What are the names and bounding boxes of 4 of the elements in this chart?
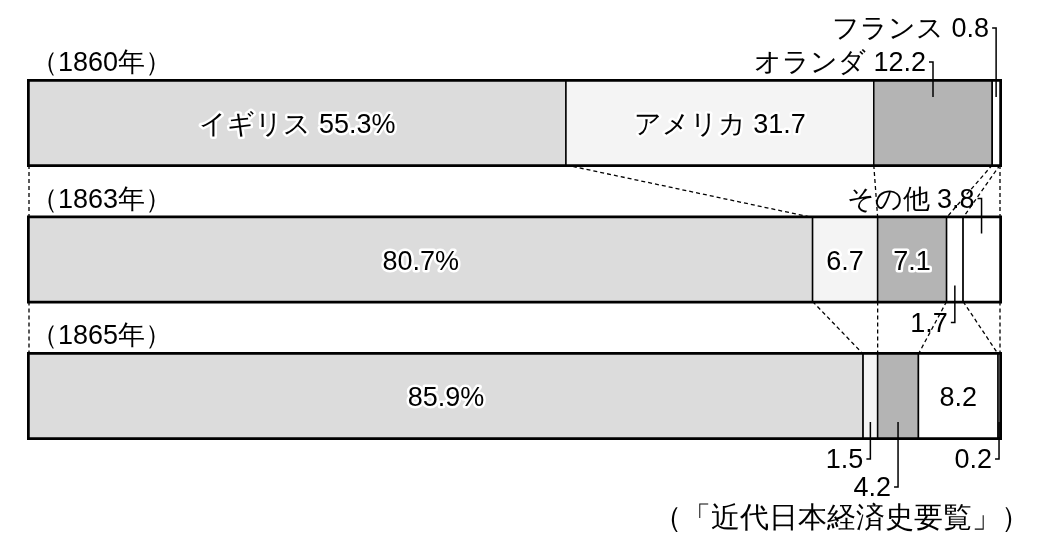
annotation: （「近代日本経済史要覧」）	[653, 501, 1030, 533]
y-tick-label: （1860年）	[31, 47, 173, 77]
y-tick-label: （1865年）	[31, 320, 173, 350]
y-tick-label: （1863年）	[31, 183, 173, 214]
